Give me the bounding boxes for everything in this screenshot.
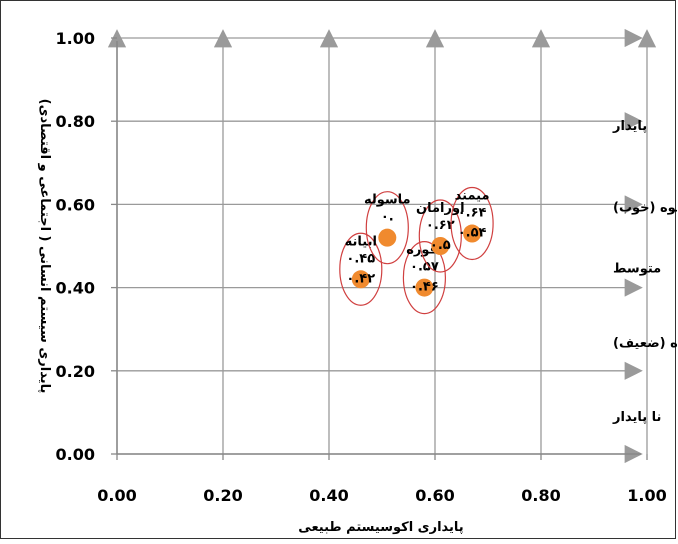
- y-tick-label: 1.00: [56, 29, 95, 48]
- x-tick-label: 0.80: [521, 486, 560, 505]
- x-tick-label: 0.60: [415, 486, 454, 505]
- zone-label: پایداری بالقوه (خوب): [613, 200, 677, 215]
- point-name-label: میمند: [455, 189, 490, 204]
- scatter-point: [415, 278, 434, 297]
- point-value-label: ۰.۵۷: [410, 260, 439, 275]
- scatter-point: [378, 228, 397, 247]
- point-ellipse: [418, 199, 462, 273]
- x-tick-label: 0.20: [203, 486, 242, 505]
- point-value-label: ۰.۴۶: [410, 280, 439, 295]
- point-ellipse: [339, 232, 383, 306]
- point-name-label: ماسوله: [364, 193, 411, 208]
- y-tick-label: 0.40: [56, 279, 95, 298]
- y-tick-label: 0.60: [56, 195, 95, 214]
- x-tick-label: 0.00: [97, 486, 136, 505]
- axis-labels: 0.00 0.20 0.40 0.60 0.80 1.00 0.00 0.20 0.40 0.60…: [37, 29, 667, 535]
- x-tick-label: 0.40: [309, 486, 348, 505]
- point-value-label: ۰.۶۴: [458, 206, 487, 221]
- zone-label: متوسط: [613, 262, 661, 277]
- point-value-label: ۰.۵۴: [458, 226, 487, 241]
- y-tick-label: 0.00: [56, 445, 95, 464]
- scatter-point: [431, 237, 450, 255]
- data-points: ابیانه۰.۴۵۰.۴۲ماسوله۰.افوره۰.۵۷۰.۴۶اورام…: [339, 186, 494, 315]
- zone-label: نا پایدار: [612, 410, 661, 425]
- point-value-label: ۰.۵: [430, 238, 451, 253]
- axes: [111, 37, 648, 460]
- scatter-point: [351, 270, 370, 289]
- point-value-label: ۰.۴۵: [346, 251, 375, 266]
- scatter-point: [463, 224, 482, 243]
- point-name-label: ابیانه: [345, 234, 377, 249]
- zone-label: پایدار: [612, 119, 647, 134]
- zone-labels: پایدار پایداری بالقوه (خوب) متوسط ناپایداری…: [612, 119, 678, 425]
- y-tick-label: 0.20: [56, 362, 95, 381]
- point-ellipse: [450, 186, 494, 261]
- point-value-label: ۰.۴۲: [346, 271, 375, 286]
- y-axis-title: (پایداری سیستم انسانی ( اجتماعی و اقتصاد…: [37, 99, 52, 394]
- y-tick-label: 0.80: [56, 112, 95, 131]
- point-ellipse: [365, 191, 409, 265]
- zone-label: ناپایداری بالقوه (ضعیف): [613, 336, 677, 351]
- point-value-label: ۰.۶۲: [426, 218, 455, 233]
- point-ellipse: [402, 241, 446, 315]
- point-value-label: ۰.: [381, 210, 394, 225]
- x-axis-title: پایداری اکوسیستم طبیعی: [298, 520, 463, 535]
- x-tick-label: 1.00: [627, 486, 666, 505]
